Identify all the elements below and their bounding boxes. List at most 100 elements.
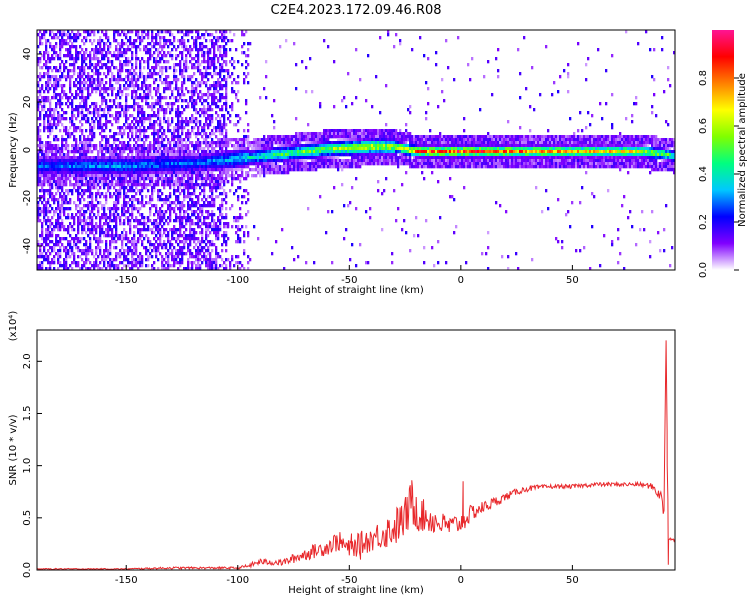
heatmap-cell [167, 207, 170, 211]
heatmap-cell [43, 204, 46, 208]
heatmap-cell [175, 240, 178, 244]
heatmap-cell [107, 168, 110, 172]
heatmap-cell [173, 69, 176, 73]
heatmap-cell [95, 174, 98, 178]
heatmap-cell [193, 63, 196, 67]
heatmap-cell [99, 42, 102, 46]
heatmap-cell [107, 120, 110, 124]
heatmap-cell [89, 78, 92, 82]
heatmap-cell [117, 51, 120, 55]
heatmap-cell [175, 81, 178, 85]
heatmap-cell [121, 153, 124, 157]
heatmap-cell [63, 54, 66, 58]
heatmap-cell [173, 231, 176, 235]
heatmap-cell [87, 207, 90, 211]
heatmap-cell [237, 165, 240, 169]
heatmap-cell [63, 111, 66, 115]
heatmap-cell [101, 150, 104, 154]
heatmap-cell [133, 72, 136, 76]
heatmap-cell [219, 255, 222, 259]
heatmap-cell [83, 51, 86, 55]
heatmap-cell [193, 93, 196, 97]
heatmap-cell [181, 261, 184, 265]
heatmap-cell [163, 162, 166, 166]
heatmap-cell [71, 45, 74, 49]
heatmap-cell [45, 39, 48, 43]
heatmap-cell [223, 30, 226, 34]
heatmap-cell [107, 183, 110, 187]
heatmap-cell [109, 51, 112, 55]
heatmap-cell [157, 111, 160, 115]
heatmap-cell [45, 258, 48, 262]
heatmap-cell [221, 54, 224, 58]
heatmap-cell [173, 264, 176, 268]
heatmap-cell [193, 186, 196, 190]
heatmap-cell [115, 174, 118, 178]
heatmap-cell [105, 198, 108, 202]
heatmap-cell [83, 114, 86, 118]
heatmap-cell [199, 156, 202, 160]
heatmap-cell [155, 147, 158, 151]
heatmap-cell [39, 213, 42, 217]
heatmap-cell [153, 231, 156, 235]
heatmap-cell [85, 249, 88, 253]
heatmap-cell [175, 96, 178, 100]
heatmap-cell [223, 75, 226, 79]
heatmap-cell [133, 171, 136, 175]
heatmap-cell [187, 153, 190, 157]
heatmap-cell [207, 150, 210, 154]
heatmap-cell [97, 174, 100, 178]
heatmap-cell [137, 261, 140, 265]
heatmap-cell [147, 114, 150, 118]
heatmap-cell [187, 162, 190, 166]
heatmap-cell [167, 51, 170, 55]
heatmap-cell [191, 105, 194, 109]
heatmap-cell [235, 168, 238, 172]
heatmap-cell [139, 231, 142, 235]
heatmap-cell [157, 90, 160, 94]
heatmap-cell [177, 228, 180, 232]
heatmap-cell [139, 138, 142, 142]
heatmap-cell [169, 168, 172, 172]
heatmap-cell [65, 33, 68, 37]
heatmap-cell [187, 180, 190, 184]
heatmap-cell [49, 204, 52, 208]
heatmap-cell [87, 138, 90, 142]
heatmap-cell [87, 33, 90, 37]
heatmap-cell [225, 192, 228, 196]
heatmap-cell [177, 207, 180, 211]
heatmap-cell [227, 225, 230, 229]
heatmap-cell [125, 249, 128, 253]
heatmap-cell [181, 36, 184, 40]
heatmap-cell [131, 198, 134, 202]
heatmap-cell [73, 123, 76, 127]
heatmap-cell [101, 51, 104, 55]
heatmap-cell [171, 33, 174, 37]
heatmap-cell [121, 168, 124, 172]
heatmap-cell [137, 147, 140, 151]
heatmap-cell [89, 180, 92, 184]
heatmap-cell [175, 228, 178, 232]
heatmap-cell [155, 60, 158, 64]
heatmap-cell [41, 225, 44, 229]
heatmap-cell [37, 162, 40, 166]
heatmap-cell [207, 246, 210, 250]
heatmap-cell [159, 45, 162, 49]
heatmap-cell [213, 267, 216, 271]
heatmap-cell [229, 189, 232, 193]
heatmap-cell [109, 240, 112, 244]
heatmap-cell [101, 66, 104, 70]
heatmap-cell [39, 66, 42, 70]
heatmap-cell [67, 75, 70, 79]
heatmap-cell [123, 162, 126, 166]
heatmap-cell [175, 153, 178, 157]
heatmap-cell [83, 243, 86, 247]
heatmap-cell [181, 168, 184, 172]
heatmap-cell [105, 144, 108, 148]
heatmap-cell [215, 249, 218, 253]
heatmap-cell [113, 36, 116, 40]
heatmap-cell [81, 54, 84, 58]
heatmap-cell [53, 81, 56, 85]
heatmap-cell [179, 225, 182, 229]
heatmap-cell [197, 216, 200, 220]
